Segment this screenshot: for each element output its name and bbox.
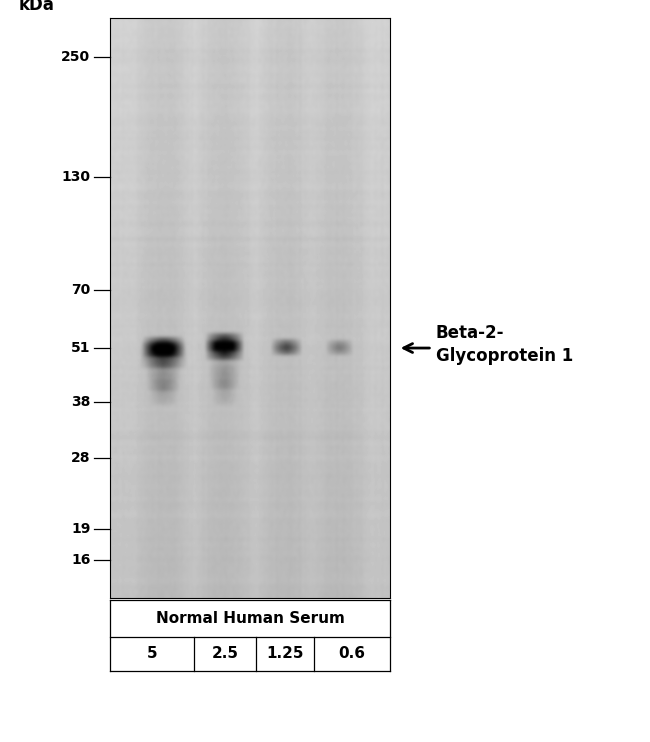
Text: 0.6: 0.6 <box>339 646 366 661</box>
Text: 28: 28 <box>71 450 90 464</box>
Text: 250: 250 <box>61 50 90 65</box>
Text: Beta-2-
Glycoprotein 1: Beta-2- Glycoprotein 1 <box>436 324 573 365</box>
Text: 130: 130 <box>62 170 90 184</box>
Text: 5: 5 <box>147 646 157 661</box>
Text: Normal Human Serum: Normal Human Serum <box>155 611 344 626</box>
Text: 70: 70 <box>72 283 90 297</box>
Text: 51: 51 <box>71 341 90 355</box>
Text: 1.25: 1.25 <box>266 646 304 661</box>
Text: 2.5: 2.5 <box>211 646 239 661</box>
Text: kDa: kDa <box>19 0 55 14</box>
Text: 38: 38 <box>71 395 90 409</box>
Text: 19: 19 <box>71 522 90 536</box>
Text: 16: 16 <box>71 553 90 567</box>
